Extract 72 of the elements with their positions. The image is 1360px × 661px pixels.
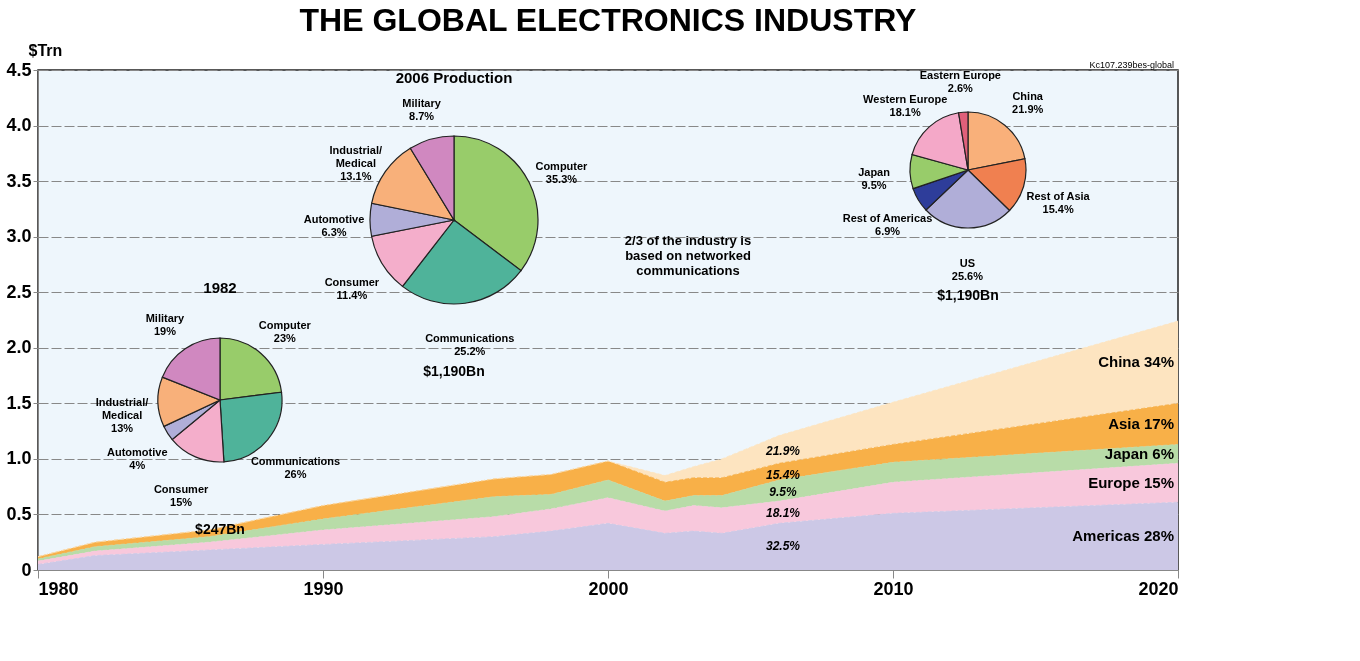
slice-label: Computer — [535, 159, 589, 172]
annotation: $247Bn — [195, 521, 245, 537]
annotation: 15.4% — [765, 468, 801, 482]
annotation: 18.1% — [765, 506, 801, 520]
slice-label: Automotive — [107, 445, 168, 458]
data-label: 21.9% — [1012, 103, 1044, 116]
slice-label: Consumer — [153, 482, 209, 495]
data-label: 6.9% — [875, 224, 901, 237]
y-tick-label: 2.0 — [6, 337, 32, 358]
series-label: Europe 15% — [1088, 473, 1174, 491]
annotation: 21.9% — [764, 444, 801, 458]
slice-label: Japan — [858, 165, 891, 178]
y-tick-label: 3.0 — [6, 226, 32, 247]
data-label: 11.4% — [336, 289, 368, 302]
x-tick-label: 2020 — [1138, 578, 1179, 599]
chart-title: 1982 — [203, 279, 237, 296]
data-label: 15% — [170, 495, 193, 508]
data-label: 9.5% — [861, 178, 887, 191]
data-label: 26% — [284, 468, 307, 481]
slice-label: Rest of Americas — [842, 211, 933, 224]
slice-label: Automotive — [303, 212, 365, 225]
series-label: Asia 17% — [1108, 414, 1174, 432]
data-label: 13.1% — [340, 170, 372, 182]
data-label: 18.1% — [889, 106, 921, 119]
slice-label: Western Europe — [863, 93, 948, 106]
data-label: 23% — [273, 332, 297, 345]
y-axis-title: $Trn — [28, 41, 63, 59]
text: Kc107.239bes-global — [1089, 60, 1174, 70]
data-label: 35.3% — [545, 172, 578, 185]
data-label: 4% — [129, 458, 146, 471]
y-tick-label: 1.0 — [6, 448, 32, 469]
y-tick-label: 0 — [21, 559, 32, 580]
series-label: China 34% — [1098, 353, 1174, 371]
x-tick-label: 2010 — [873, 578, 914, 599]
slice-label: China — [1012, 90, 1044, 103]
slice-label: Industrial/Medical — [95, 396, 149, 422]
data-label: 8.7% — [409, 110, 435, 123]
slice-label: Communications — [425, 331, 515, 344]
x-tick-label: 2000 — [588, 578, 629, 599]
data-label: 25.2% — [454, 344, 486, 357]
chart-title: 2006 Production — [395, 69, 513, 86]
slice-label: Computer — [258, 319, 312, 332]
annotation: $1,190Bn — [937, 287, 999, 303]
series-label: Americas 28% — [1072, 527, 1174, 545]
slice-label: Industrial/Medical — [329, 144, 383, 169]
annotation: $1,190Bn — [423, 363, 485, 379]
slice-label: Eastern Europe — [919, 69, 1001, 82]
annotation: 2/3 of the industry is based on networked communications — [624, 233, 752, 278]
slice-label: Communications — [250, 455, 341, 468]
annotation: 32.5% — [765, 539, 801, 553]
slice-label: Military — [402, 97, 442, 110]
slice-label: US — [959, 257, 976, 269]
series-label: Japan 6% — [1104, 444, 1174, 462]
y-tick-label: 3.5 — [6, 170, 32, 191]
x-tick-label: 1990 — [303, 578, 344, 599]
data-label: 15.4% — [1042, 202, 1074, 215]
chart-title: THE GLOBAL ELECTRONICS INDUSTRY — [299, 2, 917, 38]
y-tick-label: 0.5 — [6, 503, 32, 524]
x-tick-label: 1980 — [38, 578, 79, 599]
y-tick-label: 2.5 — [6, 281, 32, 302]
data-label: 2.6% — [947, 82, 974, 95]
y-tick-label: 4.0 — [6, 115, 32, 136]
y-tick-label: 4.5 — [6, 59, 32, 80]
annotation: 9.5% — [769, 485, 797, 499]
data-label: 19% — [153, 324, 177, 337]
data-label: 13% — [111, 422, 134, 435]
slice-label: Rest of Asia — [1026, 189, 1091, 202]
data-label: 25.6% — [951, 270, 984, 282]
data-label: 6.3% — [321, 225, 347, 238]
y-tick-label: 1.5 — [6, 392, 32, 413]
slice-label: Consumer — [324, 276, 380, 289]
slice-label: Military — [145, 311, 186, 324]
